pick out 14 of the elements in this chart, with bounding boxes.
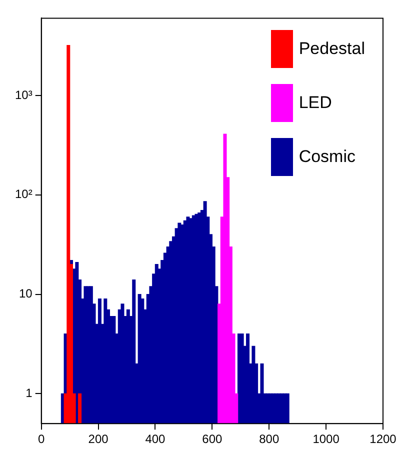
- y-tick-label: 10: [18, 286, 33, 301]
- x-tick-label: 400: [145, 432, 166, 446]
- legend-label: Pedestal: [298, 39, 365, 59]
- x-tick-label: 1200: [370, 432, 397, 446]
- x-tick-label: 1000: [312, 432, 340, 446]
- legend-label: LED: [298, 93, 332, 113]
- x-tick-label: 200: [88, 432, 109, 446]
- y-tick-label: 10²: [15, 187, 32, 202]
- x-tick-label: 0: [38, 432, 45, 446]
- x-tick-label: 800: [259, 432, 280, 446]
- y-tick-label: 1: [26, 386, 33, 400]
- y-tick-label: 10³: [15, 88, 32, 102]
- legend-label: Cosmic: [298, 147, 356, 167]
- x-tick-label: 600: [202, 432, 223, 446]
